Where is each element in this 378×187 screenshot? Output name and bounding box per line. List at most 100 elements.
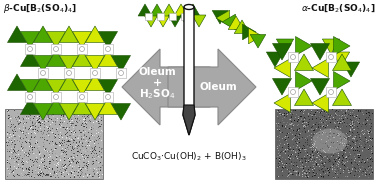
Polygon shape (183, 105, 195, 135)
Polygon shape (122, 49, 210, 125)
Bar (51, 44, 61, 54)
Polygon shape (212, 10, 228, 24)
Polygon shape (310, 79, 330, 95)
Bar (103, 44, 113, 54)
Polygon shape (85, 74, 105, 91)
Text: Oleum: Oleum (199, 82, 237, 92)
Polygon shape (34, 56, 53, 72)
Polygon shape (273, 44, 291, 60)
Polygon shape (73, 98, 91, 114)
Polygon shape (144, 15, 158, 27)
Bar (77, 92, 87, 102)
Polygon shape (34, 74, 53, 91)
Polygon shape (168, 49, 256, 125)
Polygon shape (85, 103, 105, 120)
Bar (90, 68, 100, 78)
Polygon shape (162, 4, 176, 16)
Ellipse shape (313, 128, 347, 154)
Polygon shape (99, 79, 118, 96)
Bar (181, 13, 187, 19)
Polygon shape (234, 20, 250, 33)
Polygon shape (296, 71, 312, 91)
Polygon shape (228, 16, 244, 30)
Polygon shape (59, 56, 79, 72)
Polygon shape (168, 15, 182, 27)
Polygon shape (312, 94, 328, 113)
Polygon shape (294, 89, 313, 105)
Polygon shape (333, 54, 352, 70)
Bar (144, 13, 152, 19)
Bar (116, 68, 126, 78)
Polygon shape (180, 15, 194, 27)
Polygon shape (73, 50, 91, 67)
Polygon shape (266, 52, 284, 67)
Polygon shape (138, 4, 152, 16)
Polygon shape (310, 44, 330, 60)
Polygon shape (34, 103, 53, 120)
Bar (77, 44, 87, 54)
Bar (326, 87, 336, 97)
Polygon shape (333, 36, 350, 56)
Polygon shape (333, 89, 352, 105)
Polygon shape (243, 24, 256, 40)
Bar (5, 109, 103, 179)
Polygon shape (59, 74, 79, 91)
Polygon shape (192, 15, 206, 27)
Polygon shape (294, 54, 313, 70)
Polygon shape (276, 39, 294, 54)
Bar (103, 92, 113, 102)
Polygon shape (85, 26, 105, 42)
Text: CuCO$_3$$\cdot$Cu(OH)$_2$ + B(OH)$_3$: CuCO$_3$$\cdot$Cu(OH)$_2$ + B(OH)$_3$ (131, 151, 247, 163)
Polygon shape (332, 52, 350, 67)
Polygon shape (274, 94, 291, 113)
Text: $\alpha$-Cu[B$_2$(SO$_4$)$_4$]: $\alpha$-Cu[B$_2$(SO$_4$)$_4$] (301, 2, 375, 14)
Polygon shape (8, 74, 26, 91)
Polygon shape (99, 98, 118, 114)
Polygon shape (46, 50, 65, 67)
Polygon shape (34, 26, 53, 42)
Polygon shape (156, 15, 170, 27)
Polygon shape (59, 103, 79, 120)
Bar (64, 68, 74, 78)
Polygon shape (250, 34, 266, 48)
Polygon shape (150, 4, 164, 16)
Polygon shape (342, 62, 359, 77)
Bar (275, 109, 373, 179)
Polygon shape (46, 31, 65, 48)
Polygon shape (8, 26, 26, 42)
Polygon shape (20, 98, 40, 114)
Polygon shape (112, 56, 130, 72)
Polygon shape (112, 103, 130, 120)
Polygon shape (183, 7, 195, 135)
Bar (288, 52, 298, 62)
Polygon shape (274, 59, 291, 78)
Polygon shape (312, 59, 328, 78)
Bar (156, 13, 164, 19)
Bar (51, 92, 61, 102)
Polygon shape (322, 39, 340, 54)
Polygon shape (85, 56, 105, 72)
Polygon shape (20, 50, 40, 67)
Text: +: + (152, 78, 162, 88)
Polygon shape (46, 98, 65, 114)
Polygon shape (46, 79, 65, 96)
Polygon shape (20, 79, 40, 96)
Polygon shape (99, 50, 118, 67)
Polygon shape (186, 4, 200, 16)
Ellipse shape (184, 4, 194, 10)
Polygon shape (174, 4, 188, 16)
Bar (25, 92, 35, 102)
Polygon shape (20, 31, 40, 48)
Polygon shape (333, 71, 350, 91)
Bar (326, 52, 336, 62)
Text: $\beta$-Cu[B$_2$(SO$_4$)$_4$]: $\beta$-Cu[B$_2$(SO$_4$)$_4$] (3, 2, 77, 15)
Bar (169, 13, 175, 19)
Polygon shape (73, 79, 91, 96)
Bar (25, 44, 35, 54)
Polygon shape (216, 10, 229, 26)
Polygon shape (273, 79, 291, 95)
Bar (288, 87, 298, 97)
Text: H$_2$SO$_4$: H$_2$SO$_4$ (139, 87, 175, 101)
Polygon shape (59, 26, 79, 42)
Text: Oleum: Oleum (138, 67, 176, 77)
